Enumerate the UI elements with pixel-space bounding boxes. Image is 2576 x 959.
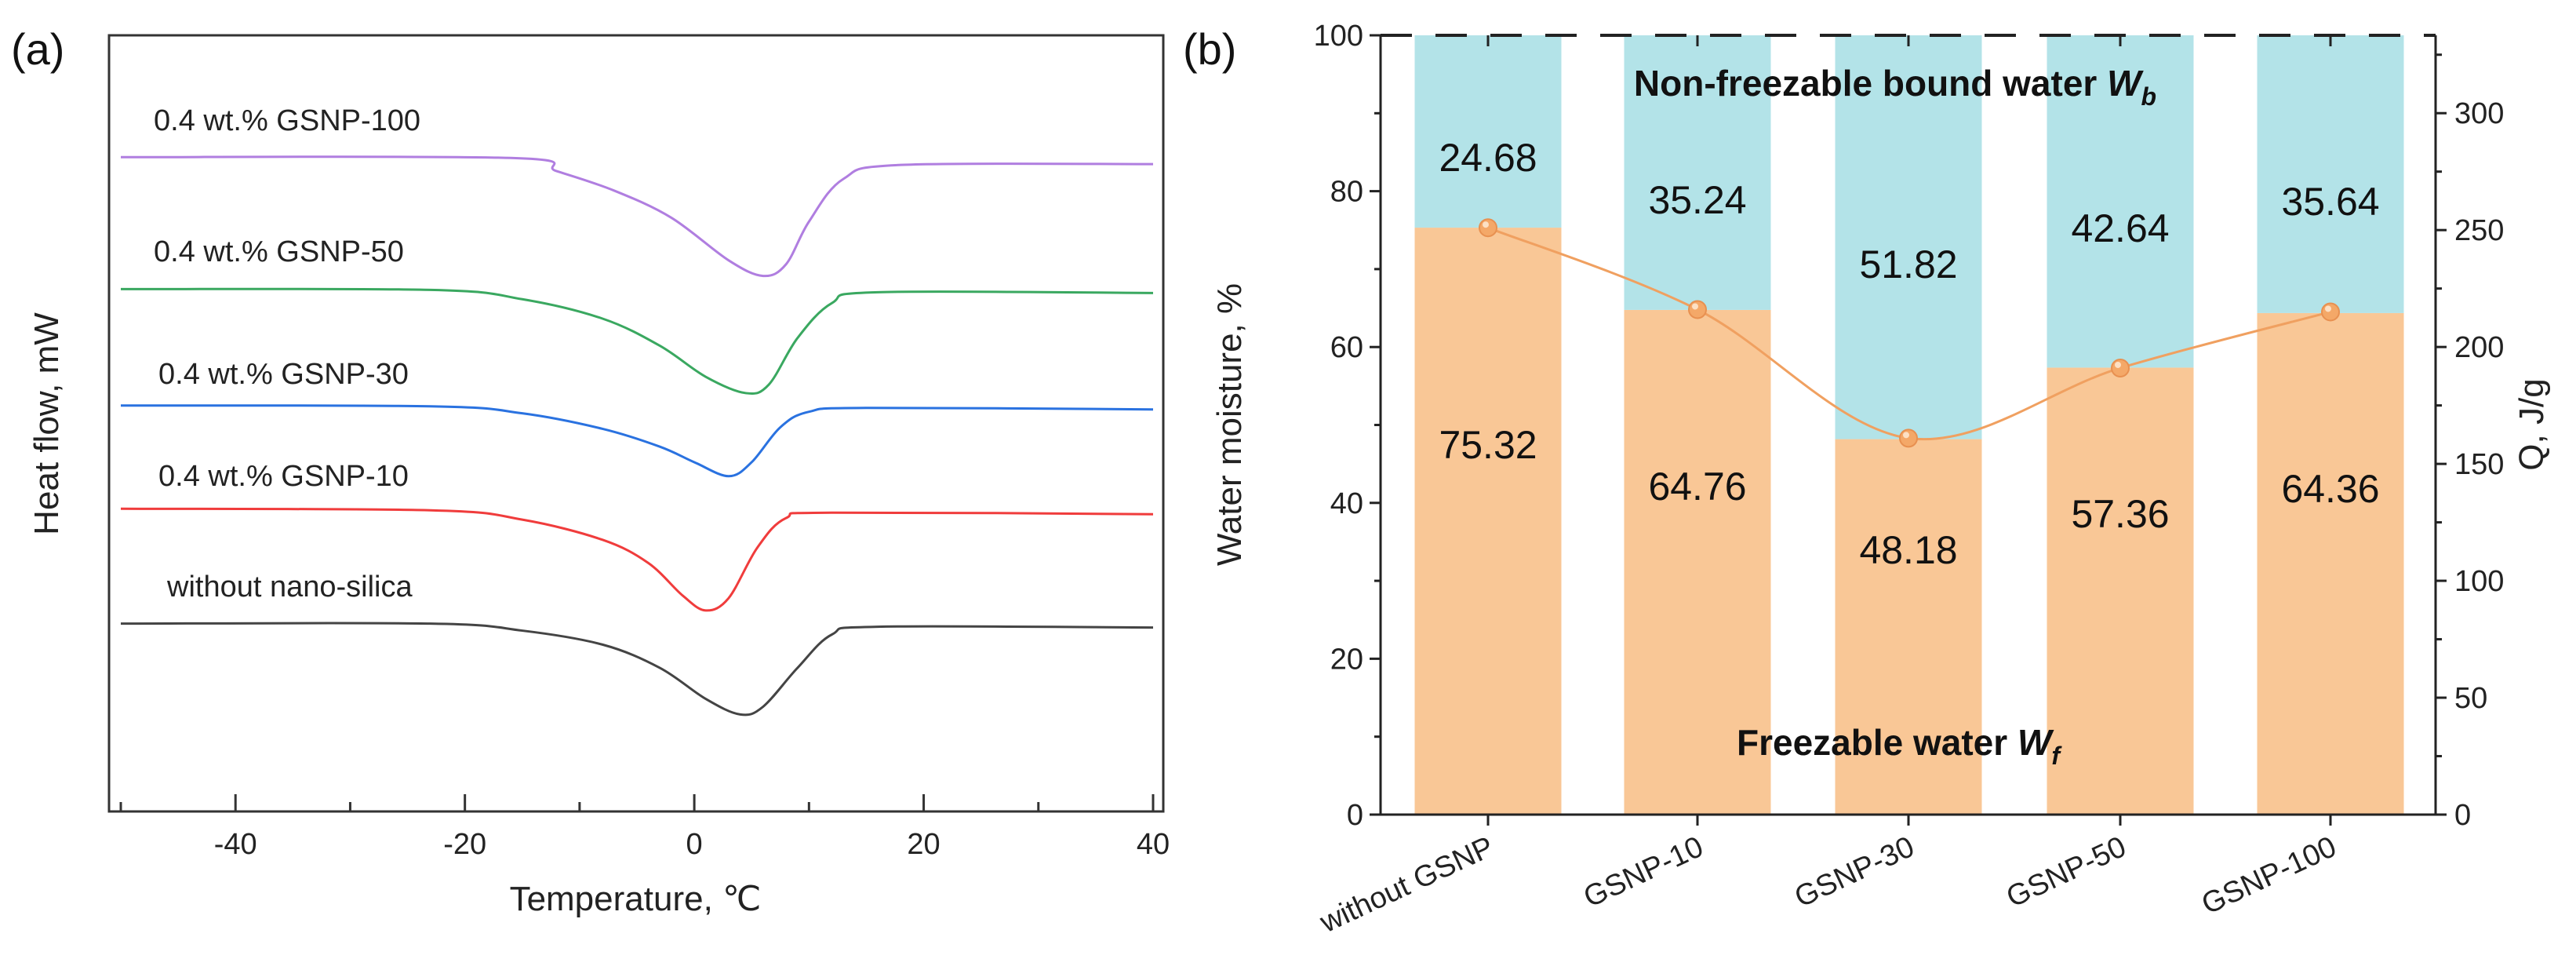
y-tick-label: 0: [1347, 799, 1363, 832]
panel-b-labels: 24.68 75.32 35.24 64.76 51.82 48.18 42.64 57.36…: [1439, 136, 2379, 572]
panel-b-y2-axis-title: Q, J/g: [2512, 378, 2551, 470]
dsc-curve: [120, 622, 1154, 717]
freezable-water-value: 75.32: [1439, 423, 1537, 467]
q-point-highlight: [2325, 305, 2331, 312]
panel-a-x-axis-title: Temperature, ℃: [510, 880, 762, 918]
dsc-curve: [120, 287, 1154, 396]
x-category-label: without GSNP: [1315, 830, 1499, 939]
panel-b-bars: [1414, 35, 2404, 815]
bound-water-bar: [1624, 35, 1771, 310]
bound-water-bar: [1835, 35, 1982, 439]
y-tick-label: 100: [1314, 20, 1363, 53]
panel-a-x-axis: -40 -20 0 20 40: [119, 794, 1170, 861]
y-tick-label: 60: [1330, 331, 1363, 364]
dsc-curve: [120, 507, 1154, 612]
bound-water-annotation: Non-freezable bound water Wb: [1634, 63, 2156, 111]
freezable-water-bar: [2047, 367, 2194, 815]
freezable-water-value: 64.76: [1648, 465, 1746, 509]
dsc-curve: [120, 155, 1154, 278]
x-category-label: GSNP-50: [2002, 830, 2131, 914]
panel-b-label: (b): [1183, 24, 1236, 74]
panel-a-plot-frame: [107, 34, 1165, 813]
y-tick-label: 20: [1330, 643, 1363, 676]
y2-tick-label: 50: [2454, 682, 2487, 715]
freezable-water-bar: [2257, 312, 2404, 815]
y-tick-label: 80: [1330, 176, 1363, 209]
q-point: [1899, 428, 1918, 448]
series-label: 0.4 wt.% GSNP-100: [154, 104, 420, 137]
panel-a-y-axis-title: Heat flow, mW: [27, 312, 66, 535]
dsc-curve: [120, 404, 1154, 478]
q-point: [2111, 358, 2130, 377]
q-point: [2321, 302, 2340, 322]
x-category-label: GSNP-30: [1790, 830, 1919, 914]
panel-b: (b) 0 20 40 60 80 100 0 50 100 150 200 250 300 withou…: [1183, 20, 2551, 939]
y-tick-label: 40: [1330, 487, 1363, 520]
series-label: 0.4 wt.% GSNP-30: [158, 358, 409, 391]
panel-b-q-line: [1479, 218, 2340, 448]
x-category-label: GSNP-100: [2197, 830, 2341, 921]
bound-water-bar: [2257, 35, 2404, 313]
q-point: [1688, 300, 1707, 319]
bound-water-value: 35.64: [2281, 180, 2379, 224]
x-tick-label: 20: [907, 828, 940, 861]
x-tick-label: 40: [1137, 828, 1170, 861]
x-tick-label: -20: [443, 828, 486, 861]
freezable-water-value: 48.18: [1859, 528, 1957, 572]
q-point-highlight: [1483, 221, 1489, 228]
x-tick-label: 0: [686, 828, 703, 861]
y2-tick-label: 0: [2454, 799, 2471, 832]
q-point-highlight: [2115, 361, 2121, 368]
series-label: 0.4 wt.% GSNP-10: [158, 460, 409, 493]
bound-water-value: 51.82: [1859, 242, 1957, 286]
y2-tick-label: 200: [2454, 331, 2504, 364]
panel-b-y-axis-title: Water moisture, %: [1210, 283, 1249, 566]
freezable-water-value: 57.36: [2071, 492, 2169, 536]
q-point: [1479, 218, 1497, 238]
panel-a-curves: 0.4 wt.% GSNP-100 0.4 wt.% GSNP-50 0.4 wt.…: [120, 104, 1154, 717]
bound-water-bar: [2047, 35, 2194, 368]
freezable-water-bar: [1835, 439, 1982, 815]
panel-a-label: (a): [11, 24, 64, 74]
x-tick-label: -40: [214, 828, 257, 861]
freezable-water-value: 64.36: [2281, 467, 2379, 511]
q-point-highlight: [1903, 432, 1909, 439]
y2-tick-label: 100: [2454, 565, 2504, 598]
bound-water-value: 42.64: [2071, 206, 2169, 250]
y2-tick-label: 250: [2454, 214, 2504, 247]
bound-water-value: 24.68: [1439, 136, 1537, 180]
freezable-water-annotation: Freezable water Wf: [1737, 722, 2062, 770]
bound-water-value: 35.24: [1648, 178, 1746, 222]
freezable-water-bar: [1624, 309, 1771, 815]
series-label: 0.4 wt.% GSNP-50: [154, 235, 404, 268]
bound-water-bar: [1414, 35, 1562, 228]
freezable-water-bar: [1414, 228, 1562, 815]
q-point-highlight: [1692, 303, 1698, 310]
series-label: without nano-silica: [166, 571, 413, 603]
y2-tick-label: 300: [2454, 97, 2504, 130]
y2-tick-label: 150: [2454, 448, 2504, 481]
x-category-label: GSNP-10: [1579, 830, 1708, 914]
